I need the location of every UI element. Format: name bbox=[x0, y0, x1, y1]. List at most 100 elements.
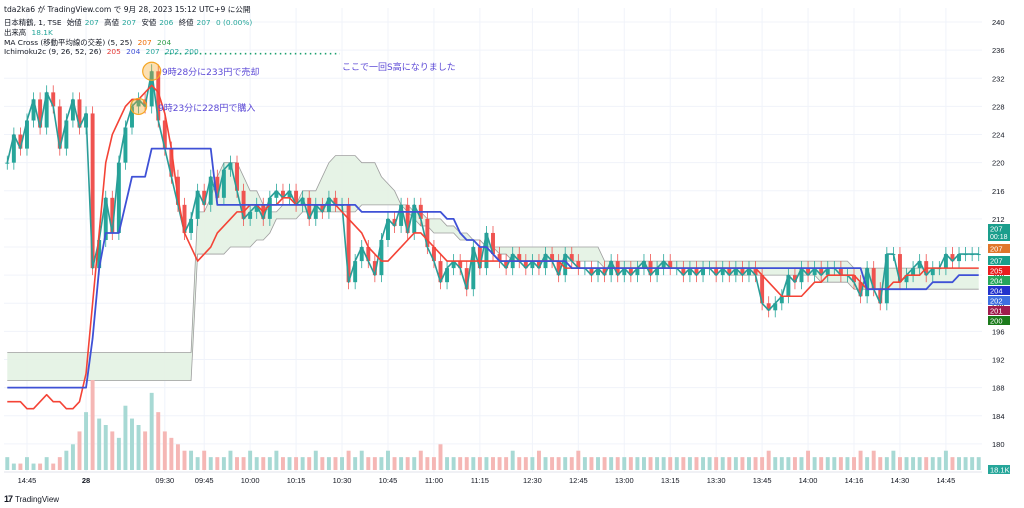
candle-body bbox=[38, 99, 43, 128]
candle-body bbox=[812, 268, 817, 276]
volume-bar bbox=[970, 457, 975, 470]
candle-body bbox=[307, 197, 312, 219]
volume-bar bbox=[254, 457, 259, 470]
candle-body bbox=[294, 190, 299, 205]
candle-body bbox=[379, 240, 384, 276]
volume-bar bbox=[431, 457, 436, 470]
price-label-value: 202 bbox=[990, 297, 1003, 306]
time-tick: 10:30 bbox=[333, 476, 352, 485]
price-label-value: 205 bbox=[990, 267, 1003, 276]
candle-body bbox=[274, 190, 279, 198]
candle-body bbox=[182, 204, 187, 233]
volume-bar bbox=[687, 457, 692, 470]
time-tick: 10:45 bbox=[379, 476, 398, 485]
candle-body bbox=[806, 268, 811, 276]
candle-body bbox=[412, 204, 417, 233]
volume-bar bbox=[523, 457, 528, 470]
volume-bar bbox=[307, 457, 312, 470]
volume-bar bbox=[418, 450, 423, 470]
candle-body bbox=[445, 268, 450, 283]
candle-body bbox=[714, 268, 719, 276]
candle-body bbox=[661, 261, 666, 269]
volume-bar bbox=[832, 457, 837, 470]
candle-body bbox=[530, 261, 535, 269]
price-label-value: 201 bbox=[990, 307, 1003, 316]
candle-body bbox=[25, 120, 29, 149]
candle-body bbox=[116, 162, 121, 233]
volume-bar bbox=[733, 457, 738, 470]
volume-bar bbox=[340, 457, 345, 470]
candle-body bbox=[635, 268, 640, 276]
candle-body bbox=[372, 261, 377, 276]
volume-bar bbox=[169, 437, 174, 470]
volume-bar bbox=[458, 457, 463, 470]
time-tick: 14:45 bbox=[937, 476, 956, 485]
volume-bar bbox=[714, 457, 719, 470]
candle-body bbox=[563, 254, 568, 276]
volume-bar bbox=[31, 463, 36, 470]
low-value: 206 bbox=[159, 18, 174, 27]
price-tick: 236 bbox=[992, 46, 1005, 55]
volume-bar bbox=[110, 431, 115, 470]
volume-bar bbox=[648, 457, 653, 470]
price-axis: 1801841881921962002042082122162202242282… bbox=[992, 18, 1005, 449]
ichimoku-span-b: 200 bbox=[184, 47, 199, 56]
price-tick: 240 bbox=[992, 18, 1005, 27]
candle-body bbox=[556, 261, 561, 276]
candle-body bbox=[911, 268, 916, 276]
price-tick: 224 bbox=[992, 131, 1005, 140]
candle-body bbox=[766, 303, 771, 311]
time-tick: 09:30 bbox=[155, 476, 174, 485]
candle-body bbox=[930, 268, 935, 276]
price-label-box bbox=[988, 306, 1010, 315]
change-value: 0 (0.00%) bbox=[215, 18, 253, 27]
volume-bar bbox=[84, 412, 89, 470]
candle-body bbox=[799, 268, 804, 283]
volume-bar bbox=[25, 457, 29, 470]
candle-body bbox=[517, 254, 522, 262]
open-label: 始値 bbox=[66, 18, 82, 27]
candle-body bbox=[221, 169, 226, 198]
volume-bar bbox=[609, 457, 614, 470]
time-tick: 13:30 bbox=[707, 476, 726, 485]
time-tick: 13:15 bbox=[661, 476, 680, 485]
price-label-value: 204 bbox=[990, 287, 1003, 296]
trade-markers bbox=[129, 52, 340, 116]
volume-bar bbox=[313, 450, 318, 470]
candle-body bbox=[464, 268, 469, 290]
price-label-box bbox=[988, 465, 1010, 474]
candle-body bbox=[11, 134, 16, 163]
volume-bar bbox=[536, 450, 541, 470]
brand-name: TradingView bbox=[15, 494, 60, 504]
candle-body bbox=[189, 218, 194, 233]
candle-body bbox=[136, 99, 141, 107]
candle-body bbox=[753, 268, 758, 276]
candle-body bbox=[458, 261, 463, 269]
open-value: 207 bbox=[84, 18, 99, 27]
candle-body bbox=[819, 268, 824, 276]
volume-bar bbox=[136, 425, 141, 470]
candle-body bbox=[123, 127, 128, 163]
volume-bar bbox=[189, 450, 194, 470]
candle-body bbox=[641, 261, 646, 269]
volume-bar bbox=[504, 457, 509, 470]
volume-bar bbox=[779, 457, 784, 470]
volume-bar bbox=[543, 457, 548, 470]
price-label-box bbox=[988, 296, 1010, 305]
price-label-value: 207 bbox=[990, 257, 1003, 266]
price-tick: 180 bbox=[992, 440, 1005, 449]
candle-body bbox=[64, 120, 69, 149]
candle-body bbox=[169, 148, 174, 177]
volume-bar bbox=[471, 457, 476, 470]
volume-bar bbox=[97, 418, 102, 470]
candle-body bbox=[484, 232, 489, 269]
volume-bar bbox=[530, 457, 535, 470]
volume-bar bbox=[235, 457, 239, 470]
volume-bar bbox=[792, 457, 797, 470]
volume-bar bbox=[838, 457, 843, 470]
candle-body bbox=[858, 282, 863, 297]
volume-bar bbox=[943, 450, 948, 470]
volume-bar bbox=[491, 457, 495, 470]
